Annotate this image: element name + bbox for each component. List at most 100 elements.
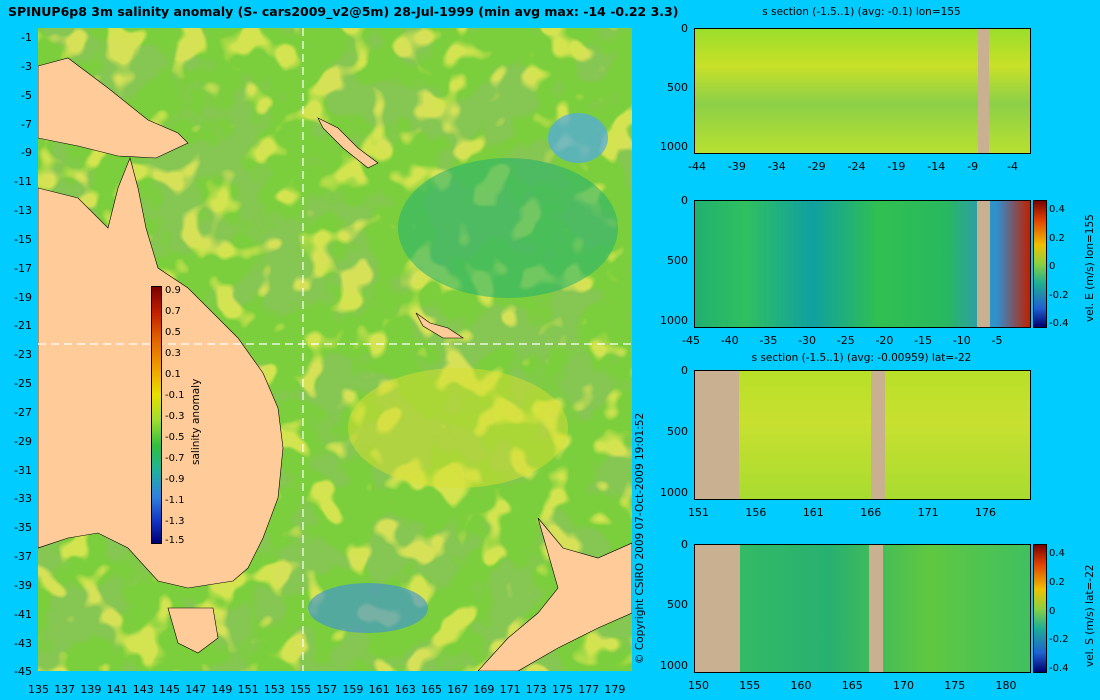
section-plot	[694, 200, 1031, 328]
panel-x-tick: 150	[688, 679, 709, 692]
cb-tick-6: -0.3	[165, 411, 185, 422]
map-y-tick: -45	[14, 665, 32, 679]
cb-tick-8: -0.7	[165, 453, 185, 464]
panel-x-tick: 180	[995, 679, 1017, 692]
cb-tick-12: -1.5	[165, 535, 185, 546]
panel-x-tick: -10	[952, 334, 971, 347]
panel-y-tick: 0	[681, 22, 688, 35]
map-x-tick: 135	[28, 683, 49, 696]
map-y-axis: -1 -3 -5 -7 -9 -11 -13 -15 -17 -19 -21 -23 -25 -27 -29…	[4, 28, 34, 678]
panel-x-tick: -39	[727, 160, 746, 173]
solomon-islands-landmass	[317, 117, 379, 169]
cb-tick-2: 0.5	[165, 327, 181, 338]
map-x-tick: 151	[237, 683, 259, 696]
panel-x-tick: -5	[991, 334, 1003, 347]
map-y-tick: -1	[21, 31, 32, 44]
map-x-tick: 139	[80, 683, 102, 696]
panel-x-tick: -40	[720, 334, 739, 347]
panel-colorbar-tick: -0.4	[1049, 318, 1069, 329]
land-mask	[695, 371, 739, 499]
panel-x-tick: -4	[1007, 160, 1019, 173]
panel-x-tick: 156	[745, 506, 767, 519]
map-colorbar	[151, 286, 162, 544]
land-mask	[695, 545, 740, 672]
map-x-tick: 175	[552, 683, 573, 696]
cb-tick-0: 0.9	[165, 285, 181, 296]
land-mask	[869, 545, 883, 672]
panel-colorbar-tick: 0.4	[1049, 548, 1065, 559]
map-y-tick: -35	[14, 521, 32, 535]
map-y-tick: -15	[14, 232, 32, 246]
cb-tick-7: -0.5	[165, 432, 185, 443]
panel-y-tick: 500	[667, 424, 688, 438]
panel-y-tick: 0	[681, 194, 688, 207]
map-y-tick: -7	[21, 117, 32, 131]
panel-x-tick: 175	[944, 679, 966, 692]
cb-tick-5: -0.1	[165, 390, 185, 401]
panel-colorbar-tick: 0.4	[1049, 204, 1065, 215]
panel-x-tick: -25	[836, 334, 855, 347]
map-x-tick: 171	[499, 683, 521, 696]
map-y-tick: -41	[14, 607, 32, 621]
map-y-tick: -39	[14, 578, 32, 592]
panel-x-tick: 176	[975, 506, 997, 519]
map-x-tick: 173	[525, 683, 547, 696]
map-y-tick: -19	[14, 290, 32, 304]
land-mask	[871, 371, 885, 499]
map-y-tick: -21	[14, 319, 32, 333]
panel-x-tick: 171	[917, 506, 939, 519]
map-x-tick: 145	[159, 683, 180, 696]
map-x-tick: 147	[185, 683, 207, 696]
map-y-tick: -11	[14, 175, 32, 189]
panel-x-tick: 166	[860, 506, 882, 519]
map-y-tick: -37	[14, 550, 32, 563]
new-zealand-landmass	[477, 517, 632, 671]
panel-x-tick: 161	[802, 506, 824, 519]
tasmania-landmass	[167, 607, 219, 654]
cb-tick-9: -0.9	[165, 474, 185, 485]
section-plot	[694, 28, 1031, 154]
panel-colorbar-label: vel. S (m/s) lat=-22	[1084, 564, 1096, 667]
panel-colorbar-tick: -0.2	[1049, 634, 1069, 646]
map-y-tick: -9	[21, 146, 32, 160]
map-title: SPINUP6p8 3m salinity anomaly (S- cars20…	[8, 4, 679, 19]
panel-y-tick: 1000	[660, 485, 688, 499]
panel-x-tick: -35	[759, 334, 778, 347]
panel-x-tick: -20	[875, 334, 894, 347]
panel-x-tick: -45	[682, 334, 700, 347]
map-y-tick: -43	[14, 636, 32, 650]
cb-tick-3: 0.3	[165, 348, 181, 359]
map-x-tick: 155	[290, 683, 311, 696]
panel-x-tick: -30	[798, 334, 817, 347]
panel-colorbar	[1033, 200, 1047, 328]
panel-x-tick: 155	[739, 679, 761, 692]
map-x-tick: 149	[211, 683, 233, 696]
map-y-tick: -23	[14, 348, 32, 362]
map-y-tick: -17	[14, 261, 32, 275]
salinity-map	[38, 28, 632, 671]
map-y-tick: -13	[14, 204, 32, 217]
panel-x-tick: -24	[847, 160, 866, 173]
map-y-tick: -3	[21, 59, 32, 73]
panel-y-tick: 1000	[660, 658, 688, 672]
panel-x-tick: 151	[688, 506, 709, 519]
map-x-tick: 179	[604, 683, 626, 696]
panel-x-tick: -34	[767, 160, 786, 173]
copyright-text: © Copyright CSIRO 2009 07-Oct-2009 19:01…	[634, 412, 646, 664]
map-y-tick: -31	[14, 463, 32, 477]
map-x-tick: 141	[106, 683, 128, 696]
map-x-tick: 153	[263, 683, 285, 696]
panel-x-tick: 160	[790, 679, 812, 692]
panel-title: s section (-1.5..1) (avg: -0.1) lon=155	[762, 6, 961, 18]
panel-colorbar-tick: 0.2	[1049, 232, 1065, 244]
panel-x-tick: -9	[967, 160, 979, 173]
panel-y-tick: 0	[681, 364, 688, 377]
section-plot	[694, 370, 1031, 500]
panel-x-tick: -19	[887, 160, 906, 173]
map-y-tick: -25	[14, 377, 32, 390]
panel-y-tick: 1000	[660, 139, 688, 153]
panel-colorbar-tick: 0.2	[1049, 576, 1065, 588]
panel-x-tick: 165	[841, 679, 863, 692]
panel-x-tick: -14	[927, 160, 946, 173]
map-x-axis: 135 137 139 141 143 145 147 149 151 153 155 157 159 1…	[28, 683, 638, 697]
